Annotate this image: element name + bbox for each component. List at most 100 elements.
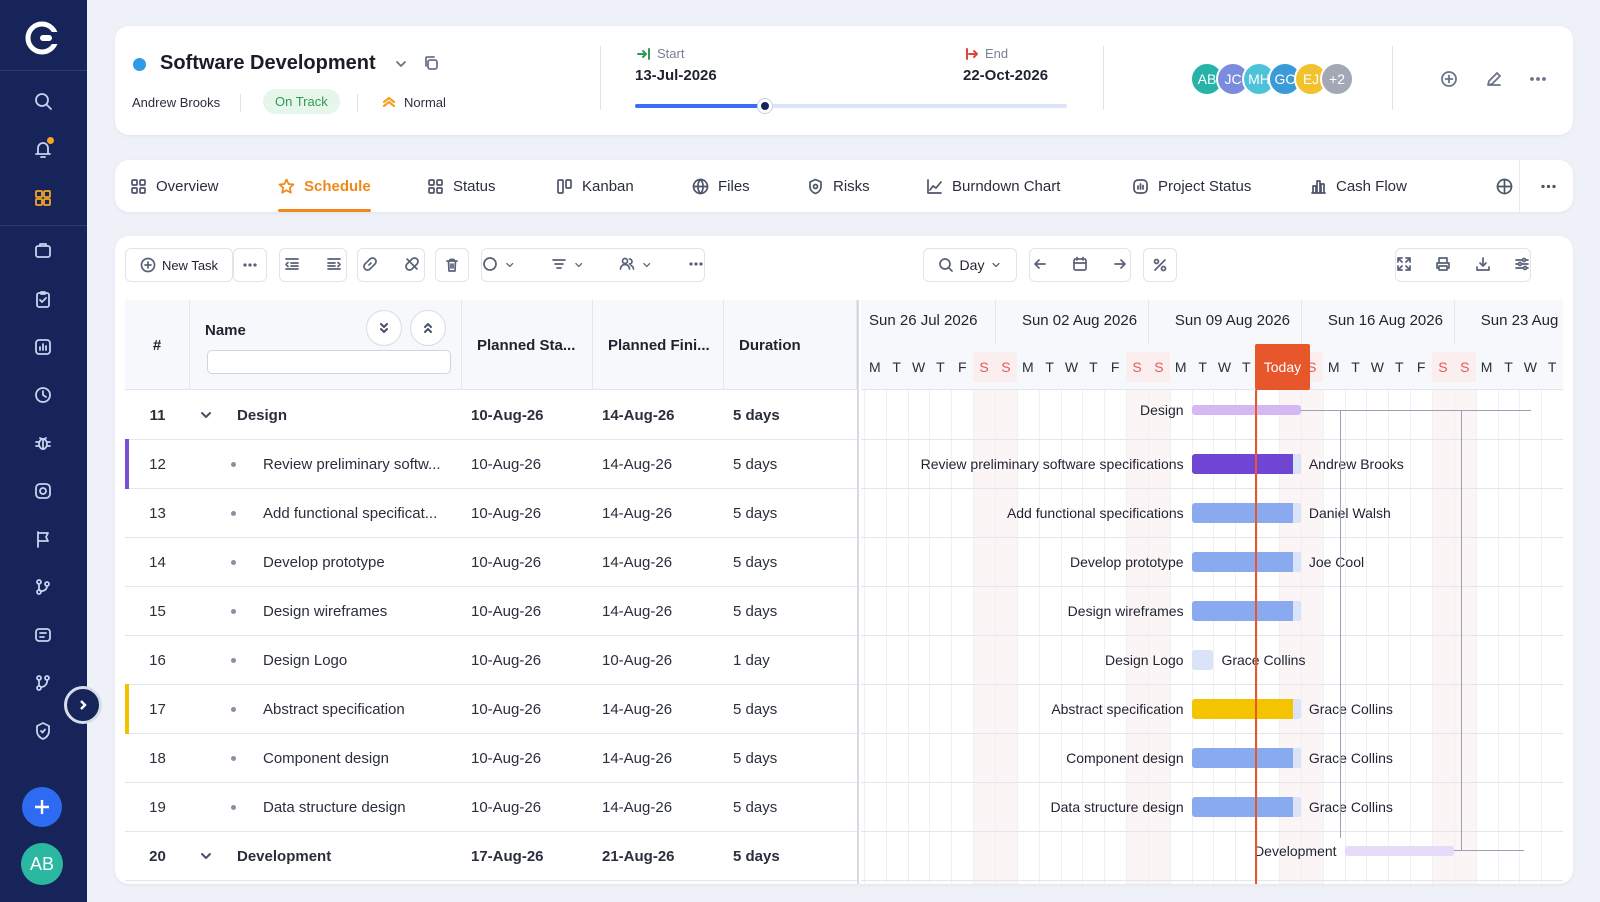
app-logo[interactable] (22, 18, 62, 58)
column-header-planned-start[interactable]: Planned Sta... (462, 300, 593, 390)
tabs-more-button[interactable] (1540, 160, 1557, 212)
link-button[interactable] (362, 256, 378, 275)
previous-button[interactable] (1032, 256, 1048, 275)
end-date[interactable]: 22-Oct-2026 (963, 67, 1049, 84)
tab-cash-flow[interactable]: Cash Flow (1310, 160, 1407, 212)
collapse-toggle[interactable] (199, 831, 213, 881)
task-name[interactable]: Data structure design (263, 798, 406, 816)
collapse-all-button[interactable] (410, 310, 446, 346)
planned-finish[interactable]: 14-Aug-26 (602, 455, 673, 473)
duration[interactable]: 5 days (733, 749, 778, 767)
planned-finish[interactable]: 10-Aug-26 (602, 651, 673, 669)
splitter[interactable] (857, 300, 859, 884)
duration[interactable]: 5 days (733, 406, 780, 424)
sidebar-item-briefcase[interactable] (28, 235, 58, 265)
planned-start[interactable]: 10-Aug-26 (471, 798, 542, 816)
name-filter-input[interactable] (207, 350, 451, 374)
export-button[interactable] (1475, 256, 1491, 275)
task-bar[interactable] (1191, 797, 1301, 817)
add-member-button[interactable] (1438, 68, 1460, 90)
planned-finish[interactable]: 14-Aug-26 (602, 406, 675, 424)
tab-schedule[interactable]: Schedule (278, 160, 371, 212)
column-header-name[interactable]: Name (190, 300, 462, 390)
planned-start[interactable]: 10-Aug-26 (471, 553, 542, 571)
delete-button[interactable] (435, 248, 469, 282)
task-name[interactable]: Design wireframes (263, 602, 388, 620)
task-bar[interactable] (1191, 748, 1301, 768)
task-row[interactable]: 15 Design wireframes 10-Aug-26 14-Aug-26 5 d… (125, 586, 857, 636)
duration[interactable]: 5 days (733, 602, 778, 620)
zoom-dropdown[interactable]: Day (923, 248, 1017, 282)
sidebar-item-report[interactable] (28, 332, 58, 362)
critical-path-button[interactable] (1143, 248, 1177, 282)
settings-button[interactable] (1514, 256, 1530, 275)
tab-risks[interactable]: Risks (807, 160, 870, 212)
column-header-duration[interactable]: Duration (724, 300, 857, 390)
task-name[interactable]: Develop prototype (263, 553, 385, 571)
planned-start[interactable]: 10-Aug-26 (471, 504, 542, 522)
tab-project-status[interactable]: Project Status (1132, 160, 1251, 212)
sidebar-item-clipboard[interactable] (28, 284, 58, 314)
collapse-toggle[interactable] (199, 390, 213, 440)
planned-start[interactable]: 10-Aug-26 (471, 651, 542, 669)
task-bar[interactable] (1191, 650, 1214, 670)
task-name[interactable]: Component design (263, 749, 389, 767)
task-bar[interactable] (1191, 552, 1301, 572)
calendar-button[interactable] (1072, 256, 1088, 275)
task-name[interactable]: Add functional specificat... (263, 504, 438, 522)
task-row[interactable]: 13 Add functional specificat... 10-Aug-26 1… (125, 488, 857, 538)
sidebar-item-notes[interactable] (28, 620, 58, 650)
task-name[interactable]: Development (237, 847, 332, 865)
tab-kanban[interactable]: Kanban (556, 160, 634, 212)
planned-start[interactable]: 10-Aug-26 (471, 406, 544, 424)
status-dropdown[interactable] (482, 256, 498, 275)
summary-task-row[interactable]: 20 Development 17-Aug-26 21-Aug-26 5 days (125, 831, 857, 881)
project-title[interactable]: Software Development (160, 52, 376, 74)
planned-start[interactable]: 10-Aug-26 (471, 749, 542, 767)
duration[interactable]: 5 days (733, 700, 778, 718)
column-header-planned-finish[interactable]: Planned Fini... (593, 300, 724, 390)
sidebar-item-workflow[interactable] (28, 668, 58, 698)
duration[interactable]: 5 days (733, 504, 778, 522)
task-more-button[interactable] (233, 248, 267, 282)
task-row[interactable]: 17 Abstract specification 10-Aug-26 14-Aug-… (125, 684, 857, 734)
task-bar[interactable] (1191, 503, 1301, 523)
sidebar-item-settings-circle[interactable] (28, 476, 58, 506)
sidebar-item-flag[interactable] (28, 524, 58, 554)
task-name[interactable]: Review preliminary softw... (263, 455, 441, 473)
planned-finish[interactable]: 14-Aug-26 (602, 700, 673, 718)
sidebar-item-branch[interactable] (28, 572, 58, 602)
task-name[interactable]: Abstract specification (263, 700, 405, 718)
duration[interactable]: 5 days (733, 847, 780, 865)
task-name[interactable]: Design Logo (263, 651, 348, 669)
align-dropdown[interactable] (551, 256, 567, 275)
outdent-button[interactable] (284, 256, 300, 275)
planned-finish[interactable]: 14-Aug-26 (602, 798, 673, 816)
edit-button[interactable] (1483, 68, 1505, 90)
duration[interactable]: 1 day (733, 651, 770, 669)
tab-burndown-chart[interactable]: Burndown Chart (926, 160, 1060, 212)
tab-files[interactable]: Files (692, 160, 750, 212)
task-row[interactable]: 18 Component design 10-Aug-26 14-Aug-26 5 da… (125, 733, 857, 783)
sidebar-item-clock[interactable] (28, 380, 58, 410)
tab-overview[interactable]: Overview (130, 160, 219, 212)
task-row[interactable]: 12 Review preliminary softw... 10-Aug-26 14… (125, 439, 857, 489)
sidebar-item-shield[interactable] (28, 716, 58, 746)
planned-start[interactable]: 10-Aug-26 (471, 455, 542, 473)
summary-bar[interactable] (1344, 846, 1454, 856)
today-marker[interactable]: Today (1255, 344, 1310, 390)
column-header-number[interactable]: # (125, 300, 190, 390)
planned-finish[interactable]: 14-Aug-26 (602, 504, 673, 522)
team-avatar[interactable]: +2 (1320, 62, 1354, 96)
sidebar-item-bell[interactable] (28, 134, 58, 164)
team-avatars[interactable]: AB JC MH GC EJ +2 (1190, 62, 1354, 96)
duration[interactable]: 5 days (733, 553, 778, 571)
sidebar-item-search[interactable] (28, 86, 58, 116)
task-row[interactable]: 19 Data structure design 10-Aug-26 14-Aug-2… (125, 782, 857, 832)
planned-start[interactable]: 17-Aug-26 (471, 847, 544, 865)
sidebar-item-grid[interactable] (28, 183, 58, 213)
task-row[interactable]: 14 Develop prototype 10-Aug-26 14-Aug-26 5 d… (125, 537, 857, 587)
duration[interactable]: 5 days (733, 455, 778, 473)
sidebar-item-bug[interactable] (28, 428, 58, 458)
priority-indicator[interactable]: Normal (381, 94, 446, 110)
